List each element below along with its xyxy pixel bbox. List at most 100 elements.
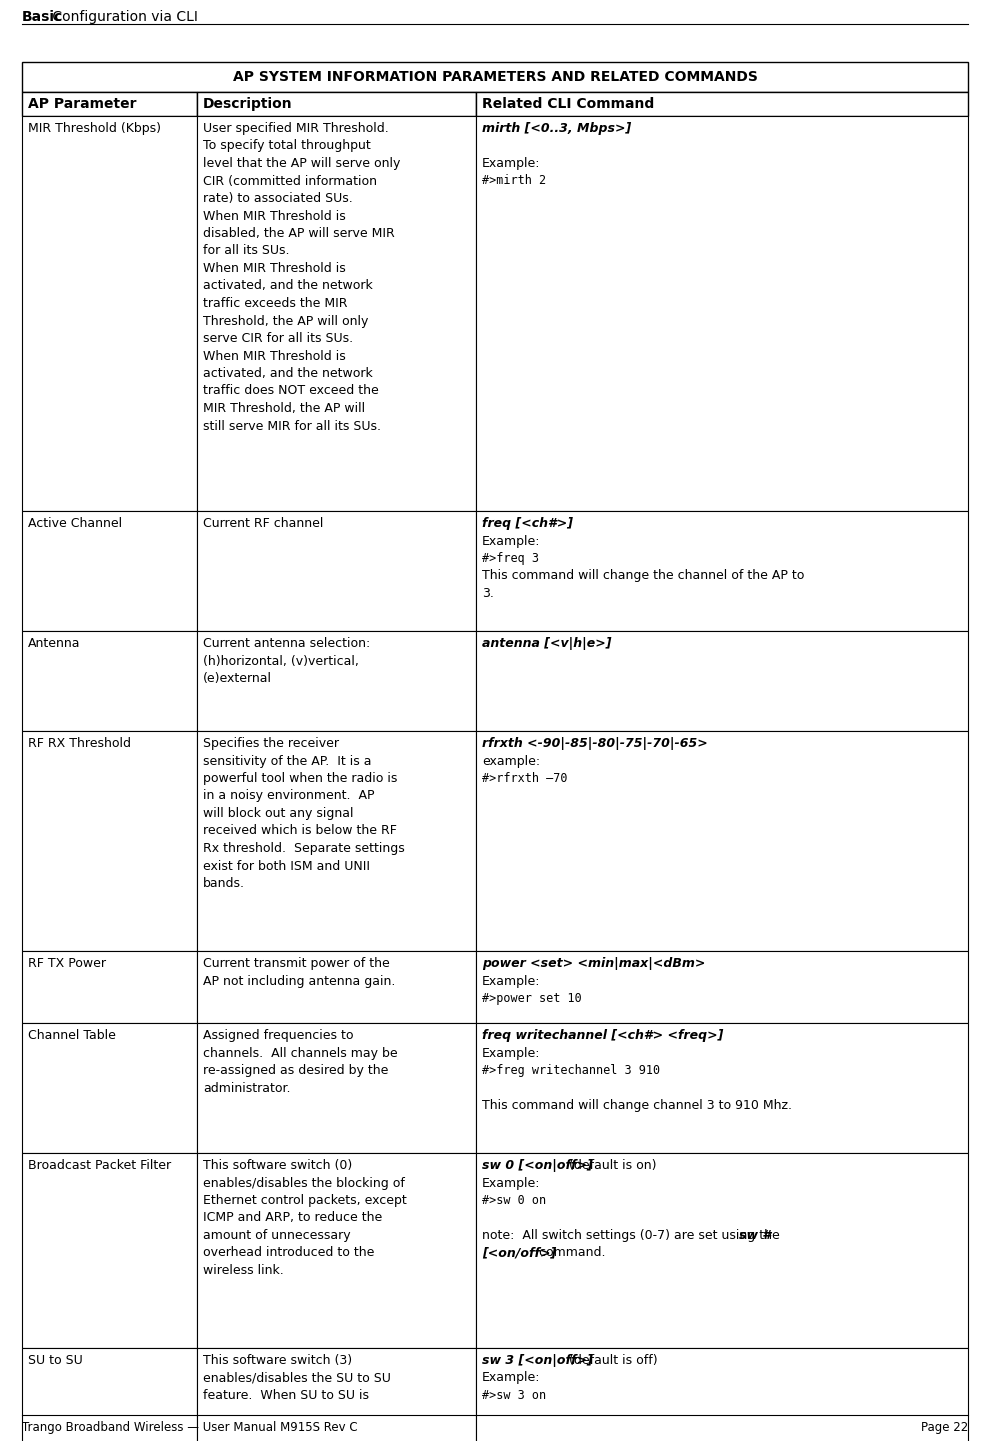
Text: power <set> <min|max|<dBm>: power <set> <min|max|<dBm>: [482, 957, 706, 970]
Text: This command will change the channel of the AP to: This command will change the channel of …: [482, 569, 805, 582]
Text: sw 0 [<on|off>]: sw 0 [<on|off>]: [482, 1159, 593, 1172]
Text: rfrxth <-90|-85|-80|-75|-70|-65>: rfrxth <-90|-85|-80|-75|-70|-65>: [482, 736, 708, 749]
Text: level that the AP will serve only: level that the AP will serve only: [203, 157, 400, 170]
Bar: [22, 631, 197, 731]
Text: activated, and the network: activated, and the network: [203, 367, 373, 380]
Text: Current antenna selection:: Current antenna selection:: [203, 637, 370, 650]
Bar: [476, 951, 968, 1023]
Text: (e)external: (e)external: [203, 672, 272, 684]
Bar: [22, 1347, 197, 1441]
Text: Example:: Example:: [482, 1372, 541, 1385]
Bar: [22, 512, 197, 631]
Bar: [476, 512, 968, 631]
Text: Example:: Example:: [482, 1046, 541, 1059]
Text: exist for both ISM and UNII: exist for both ISM and UNII: [203, 859, 370, 872]
Bar: [476, 1153, 968, 1347]
Text: Description: Description: [203, 97, 293, 111]
Bar: [22, 62, 968, 92]
Text: Current RF channel: Current RF channel: [203, 517, 324, 530]
Text: wireless link.: wireless link.: [203, 1264, 284, 1277]
Bar: [476, 1347, 968, 1441]
Text: Trango Broadband Wireless — User Manual M915S Rev C: Trango Broadband Wireless — User Manual …: [22, 1421, 357, 1434]
Bar: [197, 1153, 476, 1347]
Text: (default is off): (default is off): [561, 1355, 658, 1368]
Text: powerful tool when the radio is: powerful tool when the radio is: [203, 772, 397, 785]
Text: MIR Threshold (Kbps): MIR Threshold (Kbps): [28, 122, 161, 135]
Bar: [22, 115, 197, 512]
Text: Threshold, the AP will only: Threshold, the AP will only: [203, 314, 368, 327]
Text: received which is below the RF: received which is below the RF: [203, 824, 397, 837]
Text: in a noisy environment.  AP: in a noisy environment. AP: [203, 790, 374, 803]
Text: note:  All switch settings (0-7) are set using the: note: All switch settings (0-7) are set …: [482, 1229, 784, 1242]
Text: traffic does NOT exceed the: traffic does NOT exceed the: [203, 385, 379, 398]
Text: freq [<ch#>]: freq [<ch#>]: [482, 517, 573, 530]
Text: This software switch (3): This software switch (3): [203, 1355, 352, 1368]
Text: Ethernet control packets, except: Ethernet control packets, except: [203, 1195, 407, 1208]
Text: SU to SU: SU to SU: [28, 1355, 83, 1368]
Text: disabled, the AP will serve MIR: disabled, the AP will serve MIR: [203, 228, 395, 241]
Text: Example:: Example:: [482, 974, 541, 987]
Text: Antenna: Antenna: [28, 637, 80, 650]
Bar: [22, 951, 197, 1023]
Bar: [197, 951, 476, 1023]
Bar: [197, 1023, 476, 1153]
Text: sensitivity of the AP.  It is a: sensitivity of the AP. It is a: [203, 755, 371, 768]
Text: example:: example:: [482, 755, 541, 768]
Text: Broadcast Packet Filter: Broadcast Packet Filter: [28, 1159, 171, 1172]
Text: Assigned frequencies to: Assigned frequencies to: [203, 1029, 353, 1042]
Text: bands.: bands.: [203, 878, 245, 891]
Text: freq writechannel [<ch#> <freq>]: freq writechannel [<ch#> <freq>]: [482, 1029, 724, 1042]
Text: command.: command.: [535, 1246, 606, 1259]
Text: To specify total throughput: To specify total throughput: [203, 140, 371, 153]
Text: Example:: Example:: [482, 535, 541, 548]
Bar: [197, 115, 476, 512]
Text: (h)horizontal, (v)vertical,: (h)horizontal, (v)vertical,: [203, 654, 359, 667]
Text: #>sw 0 on: #>sw 0 on: [482, 1195, 546, 1208]
Text: When MIR Threshold is: When MIR Threshold is: [203, 350, 346, 363]
Text: [<on/off>]: [<on/off>]: [482, 1246, 556, 1259]
Text: activated, and the network: activated, and the network: [203, 280, 373, 293]
Bar: [476, 115, 968, 512]
Bar: [476, 631, 968, 731]
Text: mirth [<0..3, Mbps>]: mirth [<0..3, Mbps>]: [482, 122, 632, 135]
Text: will block out any signal: will block out any signal: [203, 807, 353, 820]
Bar: [197, 731, 476, 951]
Bar: [22, 1023, 197, 1153]
Text: channels.  All channels may be: channels. All channels may be: [203, 1046, 398, 1059]
Bar: [197, 631, 476, 731]
Text: This command will change channel 3 to 910 Mhz.: This command will change channel 3 to 91…: [482, 1099, 792, 1112]
Text: Example:: Example:: [482, 1176, 541, 1189]
Text: traffic exceeds the MIR: traffic exceeds the MIR: [203, 297, 347, 310]
Text: Basic: Basic: [22, 10, 63, 24]
Text: still serve MIR for all its SUs.: still serve MIR for all its SUs.: [203, 419, 381, 432]
Text: #>power set 10: #>power set 10: [482, 991, 582, 1004]
Text: When MIR Threshold is: When MIR Threshold is: [203, 262, 346, 275]
Text: Channel Table: Channel Table: [28, 1029, 116, 1042]
Text: sw #: sw #: [740, 1229, 771, 1242]
Text: enables/disables the SU to SU: enables/disables the SU to SU: [203, 1372, 391, 1385]
Text: Example:: Example:: [482, 157, 541, 170]
Text: Current transmit power of the: Current transmit power of the: [203, 957, 390, 970]
Bar: [22, 731, 197, 951]
Text: for all its SUs.: for all its SUs.: [203, 245, 289, 258]
Text: User specified MIR Threshold.: User specified MIR Threshold.: [203, 122, 389, 135]
Text: re-assigned as desired by the: re-assigned as desired by the: [203, 1063, 388, 1076]
Bar: [22, 1153, 197, 1347]
Text: AP not including antenna gain.: AP not including antenna gain.: [203, 974, 395, 987]
Text: #>freq 3: #>freq 3: [482, 552, 540, 565]
Text: feature.  When SU to SU is: feature. When SU to SU is: [203, 1389, 369, 1402]
Text: ICMP and ARP, to reduce the: ICMP and ARP, to reduce the: [203, 1212, 382, 1225]
Text: AP Parameter: AP Parameter: [28, 97, 137, 111]
Text: #>rfrxth –70: #>rfrxth –70: [482, 772, 567, 785]
Bar: [476, 1023, 968, 1153]
Text: Specifies the receiver: Specifies the receiver: [203, 736, 339, 749]
Text: enables/disables the blocking of: enables/disables the blocking of: [203, 1176, 405, 1189]
Text: rate) to associated SUs.: rate) to associated SUs.: [203, 192, 352, 205]
Text: Rx threshold.  Separate settings: Rx threshold. Separate settings: [203, 842, 405, 855]
Text: 3.: 3.: [482, 586, 494, 599]
Text: antenna [<v|h|e>]: antenna [<v|h|e>]: [482, 637, 612, 650]
Text: Configuration via CLI: Configuration via CLI: [48, 10, 198, 24]
Text: AP SYSTEM INFORMATION PARAMETERS AND RELATED COMMANDS: AP SYSTEM INFORMATION PARAMETERS AND REL…: [233, 71, 757, 84]
Text: overhead introduced to the: overhead introduced to the: [203, 1246, 374, 1259]
Text: This software switch (0): This software switch (0): [203, 1159, 352, 1172]
